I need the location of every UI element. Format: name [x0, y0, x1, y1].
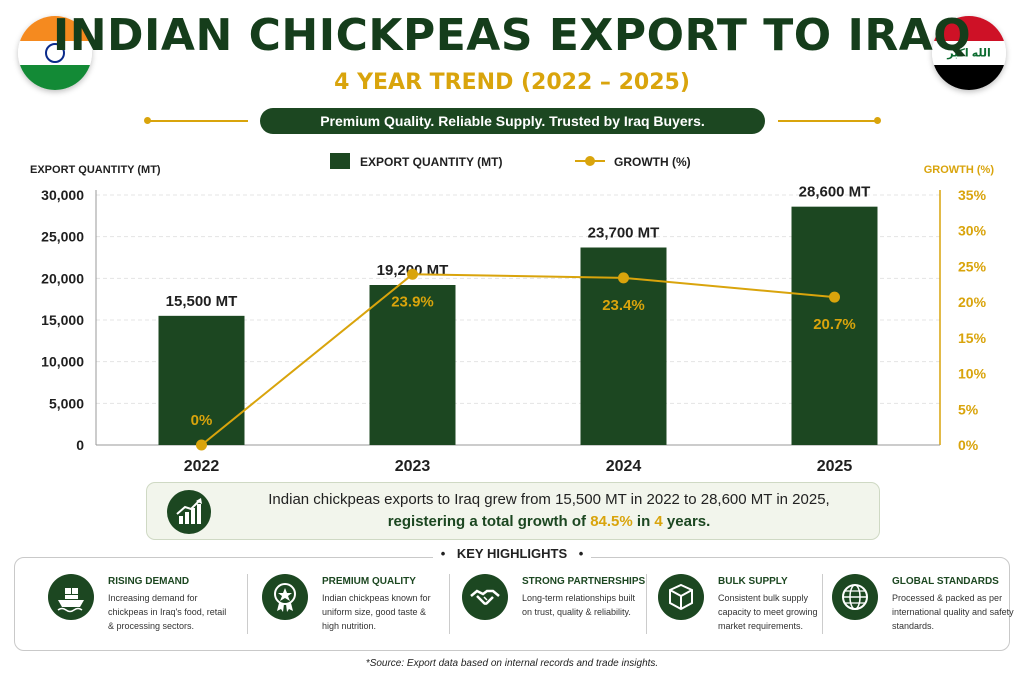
tagline-dot-left: [144, 117, 151, 124]
bar-value-label: 23,700 MT: [588, 225, 660, 242]
total-growth-value: 84.5%: [590, 513, 633, 530]
summary-line-1: Indian chickpeas exports to Iraq grew fr…: [268, 491, 830, 508]
tagline-rule-left: [148, 120, 248, 122]
y-tick-label: 5,000: [49, 395, 84, 411]
y-tick-label: 20,000: [41, 270, 84, 286]
growth-value-label: 23.4%: [602, 297, 645, 314]
handshake-icon: [462, 574, 508, 620]
iraq-flag-takbir: الله اكبر: [947, 47, 991, 60]
y-right-tick-label: 35%: [958, 187, 987, 203]
iraq-flag: الله اكبر: [932, 16, 1006, 90]
growth-point: [407, 268, 418, 280]
quality-badge-icon: [262, 574, 308, 620]
y-right-tick-label: 30%: [958, 223, 987, 239]
y-axis-title: EXPORT QUANTITY (MT): [30, 164, 161, 176]
summary-text: Indian chickpeas exports to Iraq grew fr…: [229, 489, 869, 533]
page-title: INDIAN CHICKPEAS EXPORT TO IRAQ: [52, 10, 972, 61]
india-flag: [18, 16, 92, 90]
x-tick-label: 2023: [395, 458, 431, 475]
growth-value-label: 23.9%: [391, 293, 434, 310]
tagline-pill: Premium Quality. Reliable Supply. Truste…: [260, 108, 765, 134]
tagline-row: Premium Quality. Reliable Supply. Truste…: [0, 108, 1024, 134]
y-right-tick-label: 15%: [958, 330, 987, 346]
ashoka-chakra-icon: [45, 42, 65, 63]
tagline-dot-right: [874, 117, 881, 124]
y-tick-label: 25,000: [41, 229, 84, 245]
x-tick-label: 2024: [606, 458, 642, 475]
legend-line-marker: [585, 156, 595, 166]
x-tick-label: 2022: [184, 458, 220, 475]
source-note: *Source: Export data based on internal r…: [365, 658, 659, 669]
y-right-tick-label: 25%: [958, 258, 987, 274]
growth-value-label: 20.7%: [813, 316, 856, 333]
cargo-ship-icon: [48, 574, 94, 620]
tagline-rule-right: [778, 120, 878, 122]
years-count: 4: [654, 513, 663, 530]
growth-point: [618, 272, 629, 284]
legend-bar-swatch: [330, 153, 350, 169]
box-icon: [658, 574, 704, 620]
highlight-divider: [449, 574, 450, 634]
highlights-heading: • KEY HIGHLIGHTS •: [0, 545, 1024, 563]
summary-box: Indian chickpeas exports to Iraq grew fr…: [146, 482, 880, 540]
globe-icon: [832, 574, 878, 620]
growth-point: [829, 291, 840, 303]
summary-line-2: registering a total growth of 84.5% in 4…: [387, 513, 711, 530]
y-tick-label: 10,000: [41, 354, 84, 370]
bar: [369, 285, 456, 445]
y-tick-label: 30,000: [41, 187, 84, 203]
y-tick-label: 15,000: [41, 312, 84, 328]
legend-label: GROWTH (%): [614, 155, 691, 169]
y-right-tick-label: 20%: [958, 294, 987, 310]
growth-chart-icon: [167, 490, 211, 534]
bar-value-label: 28,600 MT: [799, 184, 871, 201]
y-right-axis-title: GROWTH (%): [924, 164, 995, 176]
y-tick-label: 0: [76, 437, 84, 453]
x-tick-label: 2025: [817, 458, 853, 475]
combo-chart: 0 5,000 10,000 15,000 20,000 25,000 30,000 0% 5%…: [30, 153, 995, 475]
growth-point: [196, 439, 207, 451]
y-right-tick-label: 5%: [958, 401, 979, 417]
highlight-divider: [247, 574, 248, 634]
y-right-tick-label: 10%: [958, 366, 987, 382]
highlight-divider: [646, 574, 647, 634]
bar: [158, 315, 245, 445]
page-subtitle: 4 YEAR TREND (2022 – 2025): [334, 70, 690, 95]
highlight-divider: [822, 574, 823, 634]
y-right-tick-label: 0%: [958, 437, 979, 453]
bar-value-label: 15,500 MT: [166, 293, 238, 310]
growth-value-label: 0%: [191, 412, 213, 429]
growth-line: [200, 273, 835, 446]
bar: [791, 206, 878, 445]
legend-label: EXPORT QUANTITY (MT): [360, 155, 502, 169]
